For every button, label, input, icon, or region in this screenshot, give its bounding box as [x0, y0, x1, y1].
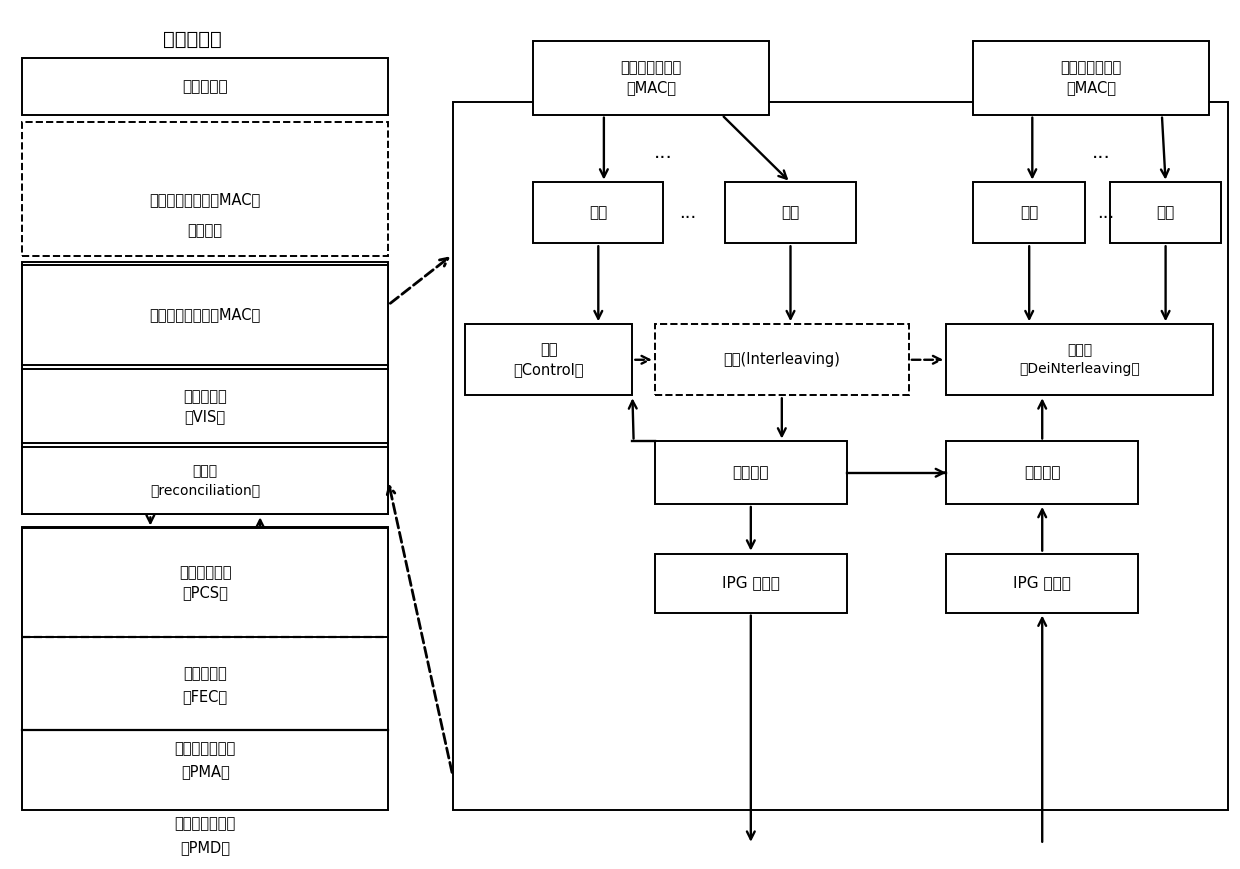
Bar	[946, 324, 1213, 395]
Bar	[453, 102, 1228, 810]
Bar	[533, 41, 769, 115]
Text: 链路控制层: 链路控制层	[182, 79, 228, 94]
Bar	[22, 447, 388, 514]
Bar	[973, 182, 1085, 243]
Text: ...: ...	[653, 143, 673, 162]
Bar	[22, 528, 388, 637]
Text: 接收数据: 接收数据	[1024, 465, 1060, 481]
Text: 编码: 编码	[589, 205, 608, 221]
Bar	[1110, 182, 1221, 243]
Text: ...: ...	[1097, 204, 1115, 222]
Text: 虚拟交织层
（VIS）: 虚拟交织层 （VIS）	[184, 388, 227, 424]
Bar	[655, 554, 847, 613]
Text: 前向纠错层: 前向纠错层	[184, 666, 227, 681]
Text: 解码: 解码	[1021, 205, 1038, 221]
Text: （PMA）: （PMA）	[181, 764, 229, 779]
Text: 物理媒体关联层: 物理媒体关联层	[175, 816, 236, 832]
Bar	[22, 369, 388, 443]
Text: 解交织
（DeiNterleaving）: 解交织 （DeiNterleaving）	[1019, 343, 1140, 376]
Bar	[946, 554, 1138, 613]
Bar	[946, 441, 1138, 504]
Bar	[22, 122, 388, 256]
Text: （可选）: （可选）	[187, 222, 223, 238]
Bar	[22, 262, 388, 514]
Bar	[725, 182, 856, 243]
Text: 媒体访问控制层（MAC）: 媒体访问控制层（MAC）	[150, 308, 260, 322]
Text: （PMD）: （PMD）	[180, 839, 231, 855]
Text: 媒体访问控制层（MAC）: 媒体访问控制层（MAC）	[150, 192, 260, 208]
Text: IPG 适配器: IPG 适配器	[722, 575, 780, 591]
Bar	[533, 182, 663, 243]
Bar	[22, 527, 388, 810]
Bar	[465, 324, 632, 395]
Text: 物理编码子层
（PCS）: 物理编码子层 （PCS）	[179, 565, 232, 600]
Bar	[655, 441, 847, 504]
Text: 发送数据: 发送数据	[733, 465, 769, 481]
Text: 媒体访问控制层
（MAC）: 媒体访问控制层 （MAC）	[1060, 60, 1122, 96]
Text: 交织(Interleaving): 交织(Interleaving)	[723, 352, 841, 368]
Text: 控制
（Control）: 控制 （Control）	[513, 342, 584, 377]
Text: 协调层
（reconciliation）: 协调层 （reconciliation）	[150, 464, 260, 497]
Bar	[22, 265, 388, 365]
Text: ...: ...	[680, 204, 697, 222]
Text: ...: ...	[1091, 143, 1111, 162]
Text: 物理媒体附加层: 物理媒体附加层	[175, 741, 236, 757]
Text: 以太网层次: 以太网层次	[162, 30, 222, 49]
Text: 解码: 解码	[1157, 205, 1174, 221]
Text: （FEC）: （FEC）	[182, 689, 228, 705]
Text: 媒体访问控制层
（MAC）: 媒体访问控制层 （MAC）	[620, 60, 682, 96]
Bar	[973, 41, 1209, 115]
Text: 编码: 编码	[781, 205, 800, 221]
Bar	[655, 324, 909, 395]
Text: IPG 适配器: IPG 适配器	[1013, 575, 1071, 591]
Bar	[22, 58, 388, 115]
